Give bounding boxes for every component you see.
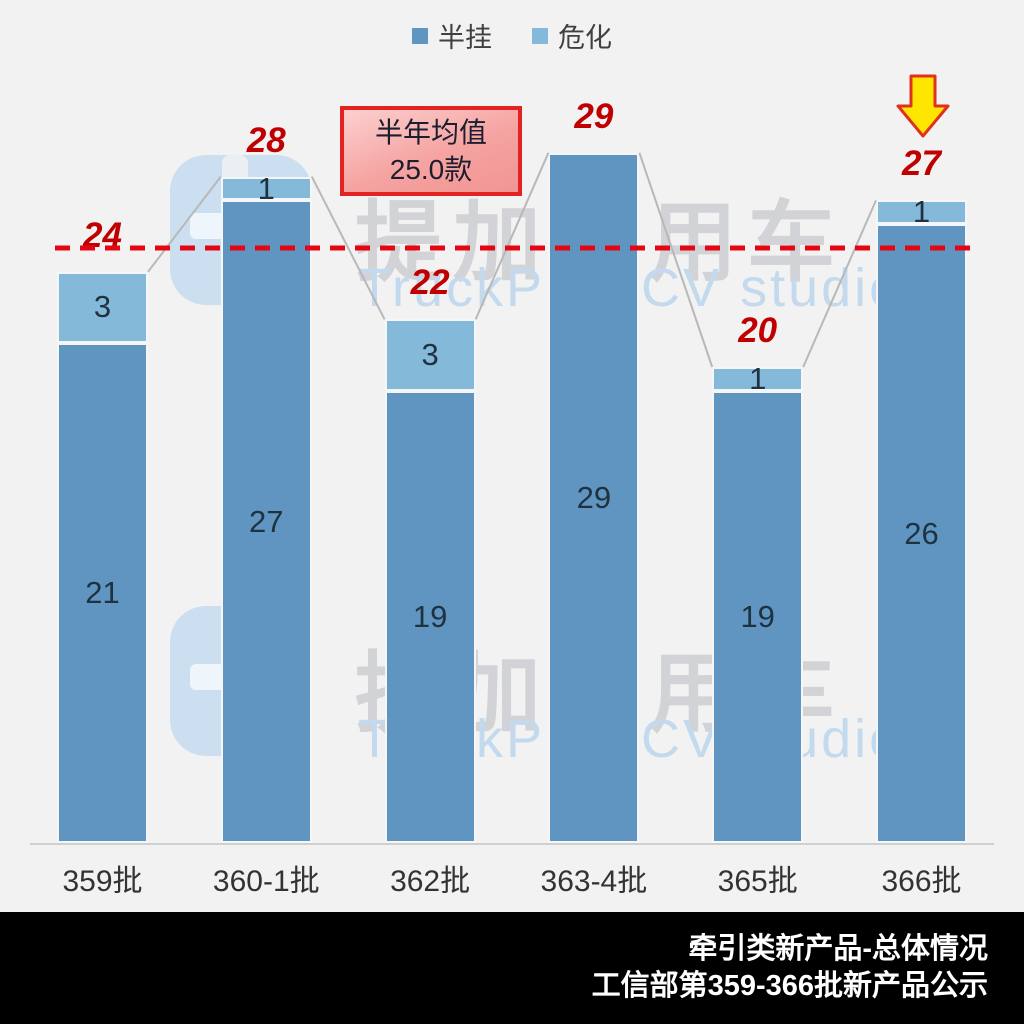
category-label: 363-4批 bbox=[540, 865, 648, 898]
legend-swatch-dark bbox=[412, 27, 428, 44]
bar-total-label: 24 bbox=[83, 215, 122, 255]
bar-total-label: 20 bbox=[738, 311, 778, 350]
legend-label: 危化 bbox=[558, 23, 612, 53]
bar-total-label: 27 bbox=[902, 144, 941, 184]
footer-title: 牵引类新产品-总体情况 bbox=[688, 933, 988, 965]
average-annotation-box: 半年均值 25.0款 bbox=[340, 106, 522, 196]
bar-total-label: 29 bbox=[574, 96, 614, 136]
legend-swatch-light bbox=[532, 27, 548, 44]
legend-item-banggua: 半挂 bbox=[412, 16, 492, 55]
legend-item-weihua: 危化 bbox=[532, 16, 612, 55]
bar-total-label: 28 bbox=[246, 120, 286, 160]
bar-segment-bangua: 19 bbox=[384, 390, 476, 843]
legend: 半挂 危化 bbox=[0, 16, 1024, 55]
bar-segment-weihua: 3 bbox=[384, 319, 476, 391]
bar-segment-weihua: 1 bbox=[876, 194, 967, 229]
category-label: 362批 bbox=[390, 865, 471, 898]
bar-segment-bangua: 29 bbox=[548, 152, 640, 843]
category-label: 365批 bbox=[717, 865, 798, 898]
average-value: 25.0款 bbox=[389, 154, 473, 185]
footer-bar: 牵引类新产品-总体情况 工信部第359-366批新产品公示 bbox=[0, 912, 1024, 1024]
bar-segment-weihua: 1 bbox=[220, 171, 312, 206]
bar-segment-bangua: 27 bbox=[220, 200, 312, 843]
footer-subtitle: 工信部第359-366批新产品公示 bbox=[591, 970, 988, 1002]
bar-total-label: 22 bbox=[410, 263, 450, 303]
bar-segment-bangua: 21 bbox=[57, 343, 148, 843]
category-label: 366批 bbox=[881, 865, 962, 898]
bar-segment-bangua: 26 bbox=[876, 224, 967, 843]
bar-segment-bangua: 19 bbox=[712, 390, 804, 843]
average-label: 半年均值 bbox=[374, 117, 487, 148]
legend-label: 半挂 bbox=[438, 23, 492, 53]
category-label: 360-1批 bbox=[212, 865, 320, 898]
down-arrow-icon bbox=[896, 74, 950, 138]
bar-segment-weihua: 1 bbox=[712, 361, 804, 396]
category-label: 359批 bbox=[62, 865, 143, 898]
bar-segment-weihua: 3 bbox=[57, 271, 148, 344]
